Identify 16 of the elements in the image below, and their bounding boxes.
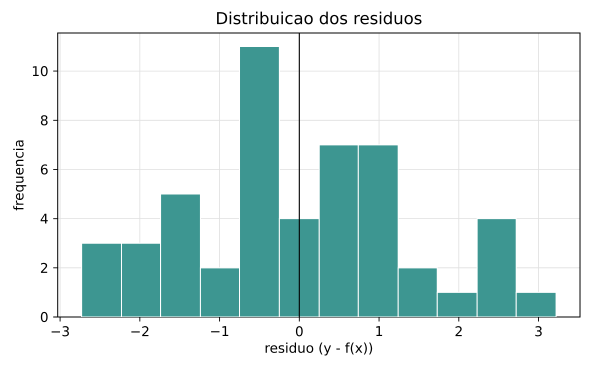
- y-axis-title: frequencia: [13, 140, 26, 210]
- x-tick-label: −2: [131, 326, 148, 336]
- x-axis-title: residuo (y - f(x)): [266, 342, 372, 356]
- x-tick-label: 0: [296, 326, 303, 336]
- chart-title: Distribuicao dos residuos: [217, 12, 422, 24]
- y-tick-label: 2: [40, 262, 48, 273]
- x-tick-label: 1: [376, 326, 382, 336]
- y-tick-label: 8: [40, 115, 48, 126]
- x-tick-label: 2: [456, 326, 462, 336]
- y-tick-label: 6: [40, 164, 48, 175]
- x-tick-label: 3: [535, 326, 542, 336]
- y-tick-label: 10: [32, 66, 48, 76]
- x-tick-label: −3: [52, 326, 69, 336]
- y-tick-label: 0: [40, 312, 48, 322]
- x-tick-label: −1: [211, 326, 228, 336]
- y-tick-label: 4: [40, 214, 48, 224]
